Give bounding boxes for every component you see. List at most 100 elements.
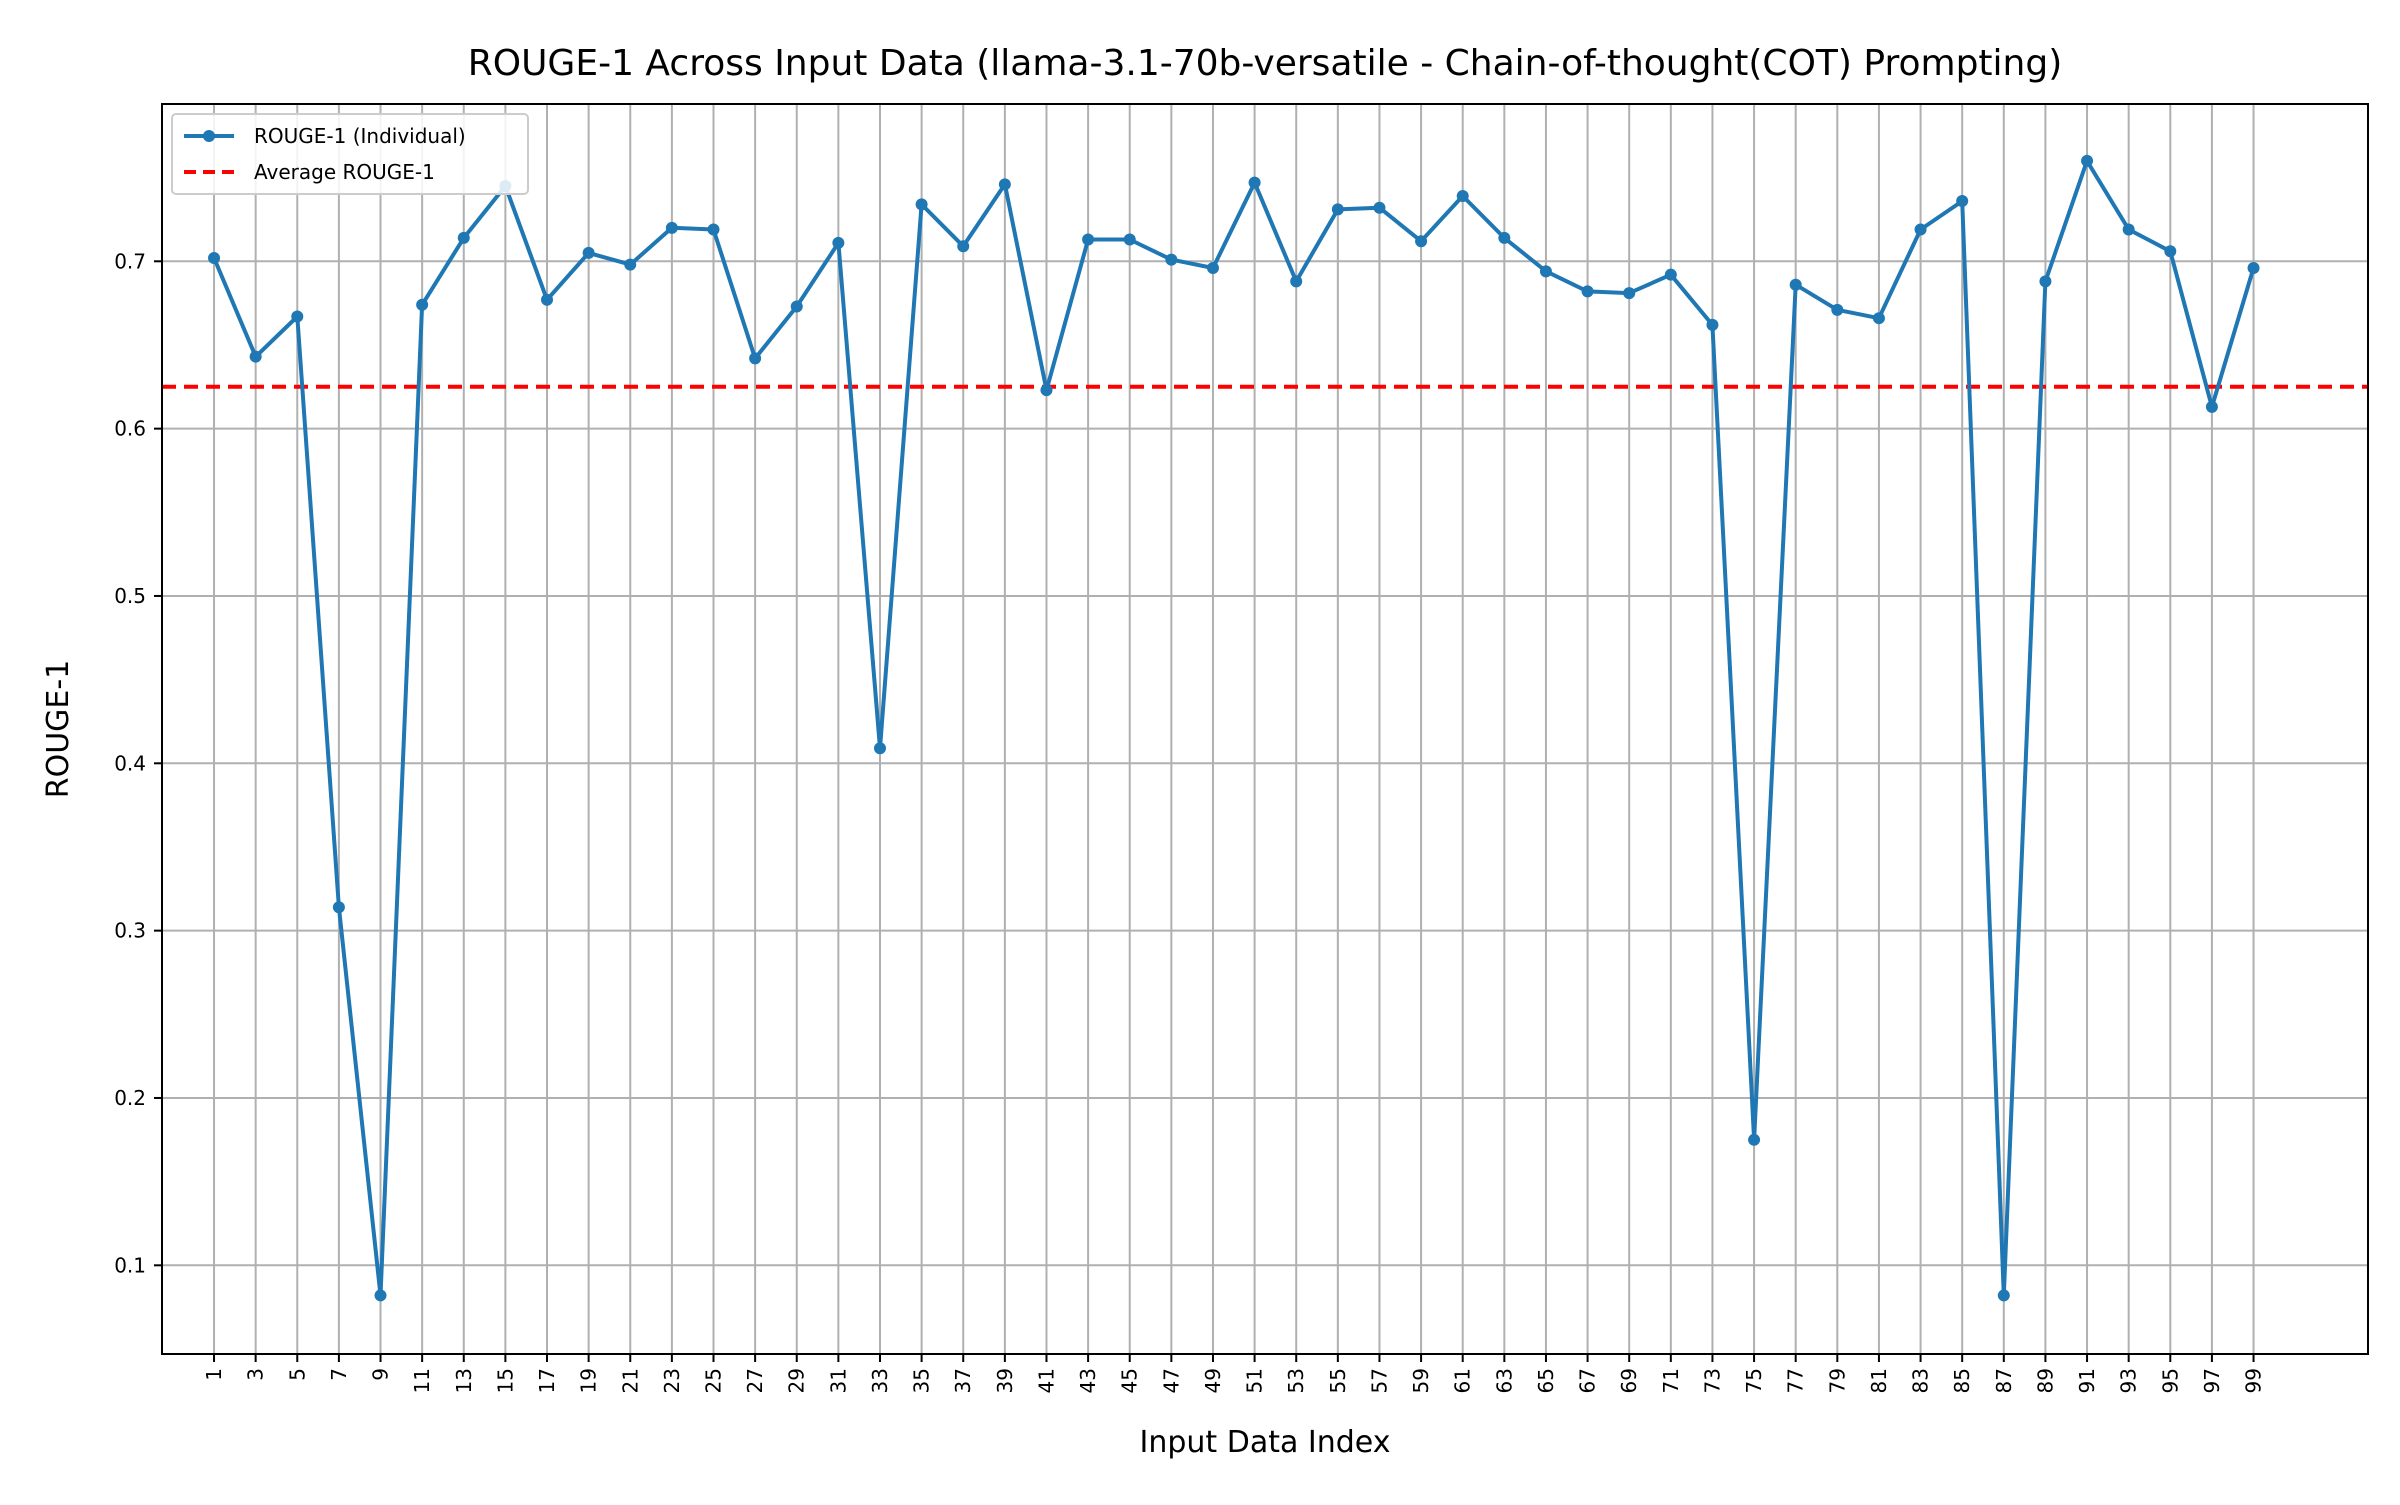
- x-tick-label: 37: [951, 1368, 975, 1393]
- x-tick-label: 59: [1409, 1368, 1433, 1393]
- y-tick-label: 0.7: [114, 249, 146, 273]
- rouge-data-point: [374, 1289, 387, 1302]
- x-tick-label: 97: [2200, 1368, 2224, 1393]
- x-tick-label: 93: [2117, 1368, 2141, 1393]
- x-tick-label: 99: [2242, 1368, 2266, 1393]
- y-tick-label: 0.5: [114, 584, 146, 608]
- rouge-data-point: [1872, 312, 1885, 325]
- rouge-data-point: [2247, 261, 2260, 274]
- x-tick-label: 65: [1534, 1368, 1558, 1393]
- x-tick-label: 87: [1992, 1368, 2016, 1393]
- x-tick-label: 29: [785, 1368, 809, 1393]
- rouge-data-point: [2081, 154, 2094, 167]
- rouge-data-point: [1581, 285, 1594, 298]
- rouge-data-point: [1706, 318, 1719, 331]
- rouge-data-point: [998, 178, 1011, 191]
- rouge-data-point: [208, 251, 221, 264]
- x-tick-label: 47: [1159, 1368, 1183, 1393]
- rouge-data-point: [1664, 268, 1677, 281]
- rouge-data-point: [957, 240, 970, 253]
- x-tick-label: 91: [2075, 1368, 2099, 1393]
- x-tick-label: 19: [577, 1368, 601, 1393]
- rouge-data-point: [1539, 265, 1552, 278]
- x-tick-label: 67: [1576, 1368, 1600, 1393]
- x-tick-label: 71: [1659, 1368, 1683, 1393]
- legend-average-label: Average ROUGE-1: [254, 160, 435, 184]
- x-tick-label: 27: [743, 1368, 767, 1393]
- x-tick-label: 79: [1825, 1368, 1849, 1393]
- x-tick-label: 9: [369, 1368, 393, 1381]
- rouge-data-point: [1498, 231, 1511, 244]
- y-tick-label: 0.3: [114, 919, 146, 943]
- x-tick-label: 51: [1243, 1368, 1267, 1393]
- rouge-data-point: [2122, 223, 2135, 236]
- rouge-data-point: [665, 221, 678, 234]
- x-tick-label: 13: [452, 1368, 476, 1393]
- axis-ticks: 1 3 5 7 9 11 13 15 17 19 21 23 25 27 29 31 33 35 37 39 41 43 4…: [114, 249, 2265, 1393]
- x-tick-label: 95: [2158, 1368, 2182, 1393]
- x-tick-label: 7: [327, 1368, 351, 1381]
- rouge-data-point: [1123, 233, 1136, 246]
- y-tick-label: 0.1: [114, 1253, 146, 1277]
- x-tick-label: 31: [826, 1368, 850, 1393]
- x-tick-label: 45: [1118, 1368, 1142, 1393]
- x-tick-label: 11: [410, 1368, 434, 1393]
- x-tick-label: 63: [1492, 1368, 1516, 1393]
- x-tick-label: 75: [1742, 1368, 1766, 1393]
- x-tick-label: 89: [2033, 1368, 2057, 1393]
- x-tick-label: 73: [1700, 1368, 1724, 1393]
- x-tick-label: 1: [202, 1368, 226, 1381]
- rouge-data-point: [2164, 245, 2177, 258]
- x-tick-label: 61: [1451, 1368, 1475, 1393]
- x-tick-label: 41: [1034, 1368, 1058, 1393]
- rouge-data-point: [457, 231, 470, 244]
- x-tick-label: 57: [1367, 1368, 1391, 1393]
- rouge-data-point: [1040, 384, 1053, 397]
- x-tick-label: 23: [660, 1368, 684, 1393]
- legend-series-marker: [203, 130, 215, 142]
- rouge-data-point: [1789, 278, 1802, 291]
- rouge-data-point: [1997, 1289, 2010, 1302]
- x-tick-label: 35: [910, 1368, 934, 1393]
- x-tick-label: 17: [535, 1368, 559, 1393]
- rouge-data-point: [624, 258, 637, 271]
- rouge-data-point: [1331, 203, 1344, 216]
- x-tick-label: 21: [618, 1368, 642, 1393]
- rouge-data-point: [707, 223, 720, 236]
- x-tick-label: 15: [493, 1368, 517, 1393]
- rouge-data-point: [2205, 400, 2218, 413]
- rouge-data-point: [1373, 201, 1386, 214]
- x-tick-label: 49: [1201, 1368, 1225, 1393]
- legend-series-label: ROUGE-1 (Individual): [254, 124, 466, 148]
- rouge-data-point: [1748, 1133, 1761, 1146]
- rouge-data-point: [1956, 195, 1969, 208]
- rouge-data-point: [1415, 235, 1428, 248]
- rouge-data-point: [582, 246, 595, 259]
- rouge-data-point: [1206, 261, 1219, 274]
- plot-area-frame: [161, 103, 2369, 1355]
- legend: ROUGE-1 (Individual) Average ROUGE-1: [171, 113, 529, 195]
- rouge-data-point: [332, 901, 345, 914]
- rouge-data-point: [1456, 190, 1469, 203]
- x-tick-label: 5: [285, 1368, 309, 1381]
- y-axis-label: ROUGE-1: [41, 660, 76, 799]
- rouge-data-point: [1831, 303, 1844, 316]
- rouge-data-point: [541, 293, 554, 306]
- rouge-data-point: [416, 298, 429, 311]
- legend-box: [171, 113, 529, 195]
- rouge-data-point: [749, 352, 762, 365]
- y-tick-label: 0.4: [114, 751, 146, 775]
- x-tick-label: 83: [1909, 1368, 1933, 1393]
- x-tick-label: 3: [244, 1368, 268, 1381]
- y-tick-label: 0.6: [114, 417, 146, 441]
- x-tick-label: 55: [1326, 1368, 1350, 1393]
- rouge-data-point: [1165, 253, 1178, 266]
- x-tick-label: 81: [1867, 1368, 1891, 1393]
- rouge-data-point: [249, 350, 262, 363]
- rouge-data-point: [1290, 275, 1303, 288]
- rouge-data-point: [291, 310, 304, 323]
- x-tick-label: 53: [1284, 1368, 1308, 1393]
